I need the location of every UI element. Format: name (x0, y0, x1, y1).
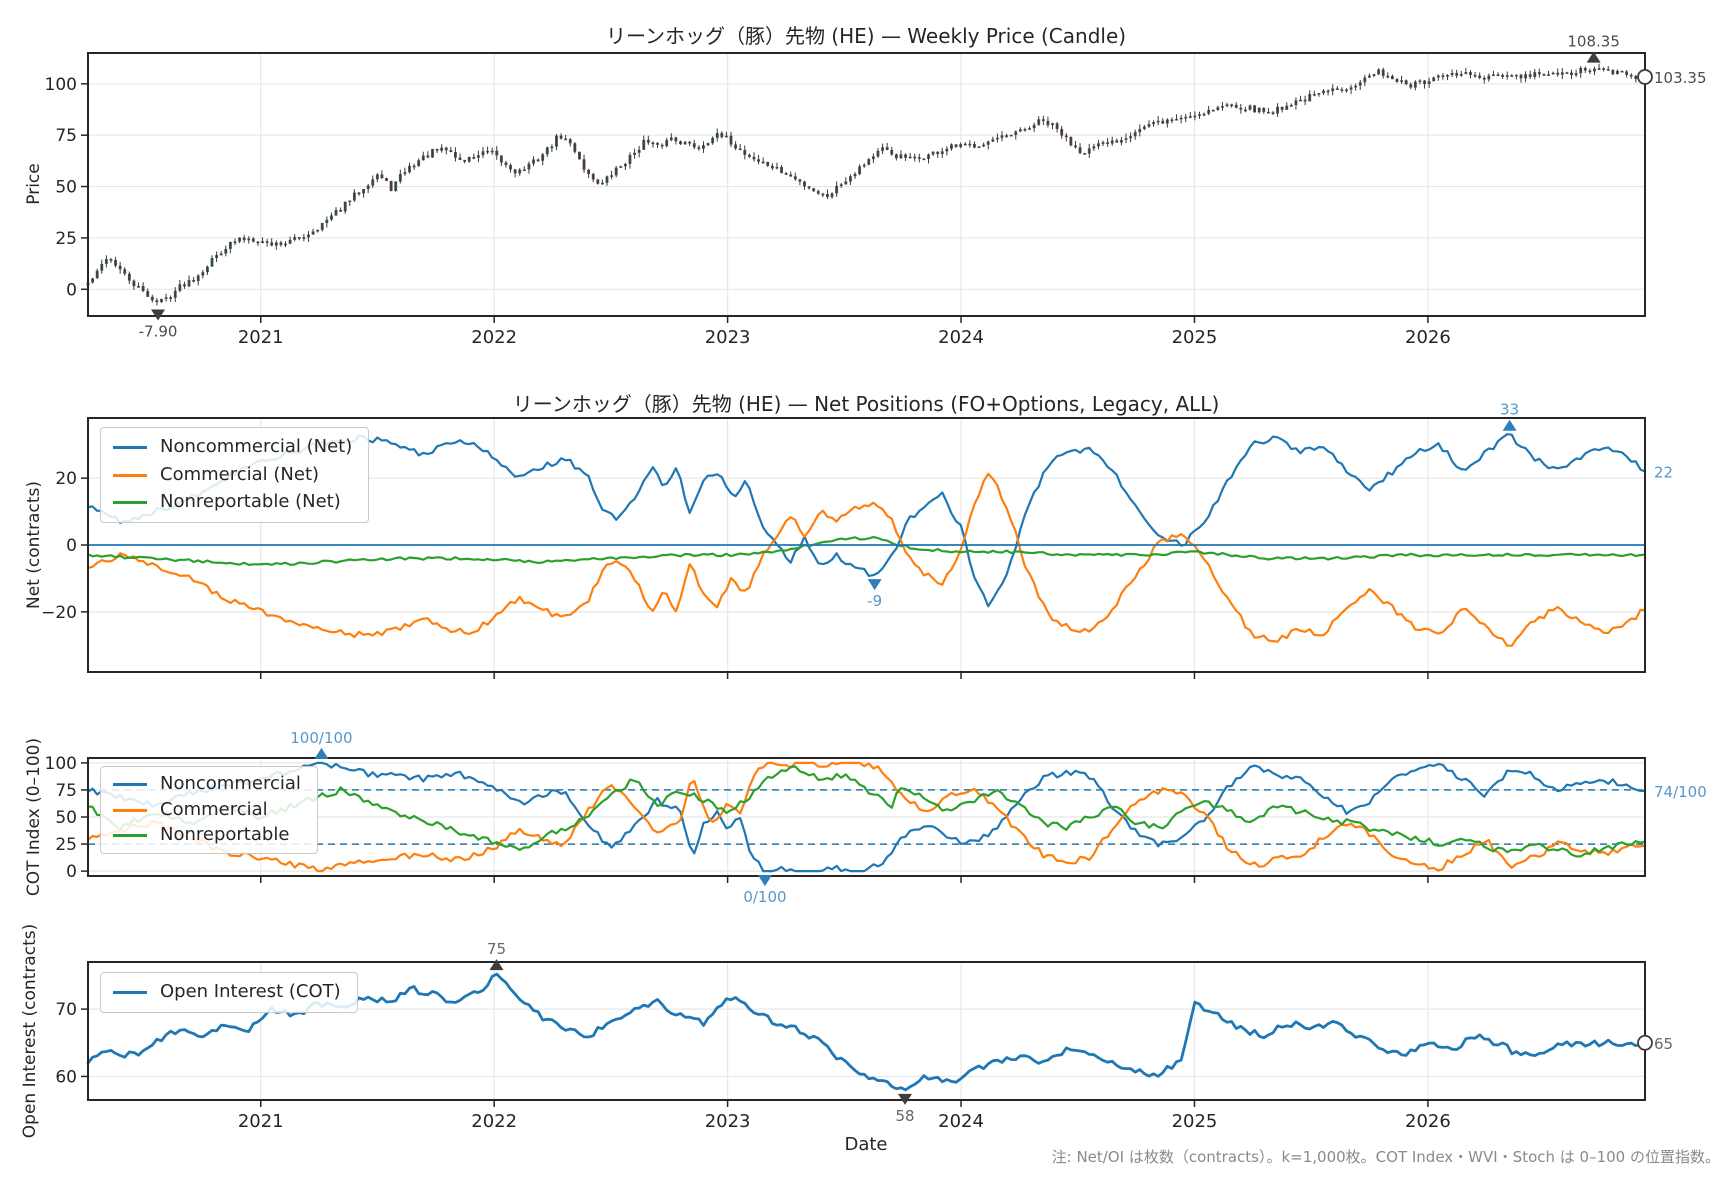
x-tick-label: 2025 (1172, 327, 1218, 348)
legend-label: Nonreportable (Net) (160, 491, 341, 513)
legend-swatch (113, 990, 147, 994)
price-y-axis-label: Price (24, 163, 44, 205)
y-tick-label-price: 25 (55, 229, 77, 249)
price-panel-title: リーンホッグ（豚）先物 (HE) — Weekly Price (Candle) (605, 24, 1127, 48)
oi-high-marker (489, 959, 504, 971)
cot-y-axis-label: COT Index (0–100) (24, 737, 44, 897)
legend-item-noncommercial-net-: Noncommercial (Net) (113, 436, 353, 458)
series-line-nonreportable-net- (86, 535, 1647, 567)
oi-high-label: 75 (487, 940, 506, 958)
legend-swatch (113, 834, 147, 838)
y-tick-label-net: −20 (41, 603, 77, 623)
legend-item-noncommercial: Noncommercial (113, 773, 301, 795)
grid-panel-price (88, 53, 1645, 316)
x-tick-label: 2024 (938, 1111, 984, 1132)
oi-last-label: 65 (1654, 1035, 1673, 1053)
x-tick-label: 2023 (705, 327, 751, 348)
legend-swatch (113, 473, 147, 477)
y-tick-label-cot: 0 (66, 862, 77, 882)
net-last-label: 22 (1654, 463, 1673, 481)
cot-high-label: 100/100 (290, 729, 352, 747)
legend-swatch (113, 501, 147, 505)
series-line-noncommercial (86, 761, 1647, 873)
legend-label: Nonreportable (160, 824, 290, 846)
price-low-marker (151, 309, 166, 321)
legend-item-nonreportable: Nonreportable (113, 825, 301, 846)
y-tick-label-cot: 50 (55, 808, 77, 828)
x-tick-label: 2026 (1405, 327, 1451, 348)
legend-swatch (113, 782, 147, 786)
net-y-axis-label: Net (contracts) (24, 481, 44, 609)
y-tick-label-net: 20 (55, 469, 77, 489)
legend-label: Commercial (Net) (160, 463, 320, 485)
legend-item-commercial-net-: Commercial (Net) (113, 463, 352, 486)
y-tick-label-price: 100 (45, 75, 77, 95)
price-last-marker (1637, 69, 1653, 85)
cot-legend: Noncommercial Commercial Nonreportable (100, 766, 318, 855)
ticks-panel-price: 100 75 50 25 0 2021 2022 2023 2024 2025 2026 (45, 75, 1451, 348)
series-line-commercial (86, 761, 1647, 873)
x-tick-label: 2025 (1172, 1111, 1218, 1132)
cot-high-marker (314, 747, 329, 759)
x-tick-label: 2022 (471, 1111, 517, 1132)
price-low-label: -7.90 (139, 323, 178, 341)
y-tick-label-price: 50 (55, 178, 77, 198)
legend-swatch (113, 808, 147, 812)
x-axis-label: Date (844, 1134, 888, 1155)
legend-label: Noncommercial (160, 773, 301, 794)
candles-down (109, 68, 1647, 303)
legend-item-commercial: Commercial (113, 798, 301, 821)
legend-label: Open Interest (COT) (160, 981, 341, 1002)
legend-item-nonreportable-net-: Nonreportable (Net) (113, 492, 352, 513)
cot-low-marker (757, 875, 772, 887)
price-high-label: 108.35 (1567, 33, 1620, 51)
x-tick-label: 2023 (705, 1111, 751, 1132)
y-tick-label-oi: 60 (55, 1067, 77, 1087)
net-low-marker (867, 579, 882, 591)
candles-up (86, 68, 1642, 303)
net-legend: Noncommercial (Net) Commercial (Net) Nonre… (100, 427, 370, 524)
x-tick-label: 2021 (238, 1111, 284, 1132)
series-line-commercial-net- (86, 472, 1647, 647)
net-panel-title: リーンホッグ（豚）先物 (HE) — Net Positions (FO+Opt… (512, 392, 1220, 416)
net-low-label: -9 (867, 592, 882, 610)
series-line-nonreportable (86, 765, 1647, 858)
oi-low-label: 58 (895, 1107, 914, 1125)
legend-swatch (113, 445, 147, 449)
y-tick-label-cot: 25 (55, 835, 77, 855)
y-tick-label-cot: 100 (45, 754, 77, 774)
ticks-panel-net: 20 0 −20 (41, 469, 1429, 679)
legend-label: Commercial (160, 798, 268, 820)
oi-legend: Open Interest (COT) (100, 972, 358, 1013)
y-tick-label-cot: 75 (55, 781, 77, 801)
y-tick-label-price: 0 (66, 280, 77, 300)
y-tick-label-price: 75 (55, 126, 77, 146)
cot-low-label: 0/100 (743, 888, 786, 906)
oi-last-marker (1637, 1034, 1653, 1051)
net-high-marker (1502, 419, 1517, 431)
oi-low-marker (898, 1093, 913, 1105)
panel-border-price (87, 52, 1646, 317)
oi-y-axis-label: Open Interest (contracts) (20, 923, 40, 1139)
cot-last-label: 74/100 (1654, 783, 1707, 801)
net-high-label: 33 (1500, 401, 1519, 419)
y-tick-label-oi: 70 (55, 1000, 77, 1020)
legend-item-open-interest-cot-: Open Interest (COT) (113, 981, 341, 1003)
footnote: 注: Net/OI は枚数（contracts）。k=1,000枚。COT In… (1051, 1148, 1720, 1166)
panel-border-oi (87, 961, 1646, 1101)
x-tick-label: 2026 (1405, 1111, 1451, 1132)
x-tick-label: 2022 (471, 327, 517, 348)
legend-label: Noncommercial (Net) (160, 436, 353, 457)
x-tick-label: 2021 (238, 327, 284, 348)
grid-panel-cot (88, 758, 1645, 876)
price-last-label: 103.35 (1654, 69, 1707, 87)
ticks-panel-oi: 70 60 2021 2022 2023 2024 2025 2026 (55, 1000, 1450, 1132)
price-high-marker (1586, 51, 1601, 63)
y-tick-label-net: 0 (66, 536, 77, 556)
candle-wicks (87, 63, 1646, 306)
x-tick-label: 2024 (938, 327, 984, 348)
ticks-panel-cot: 100 75 50 25 0 (45, 754, 1429, 883)
